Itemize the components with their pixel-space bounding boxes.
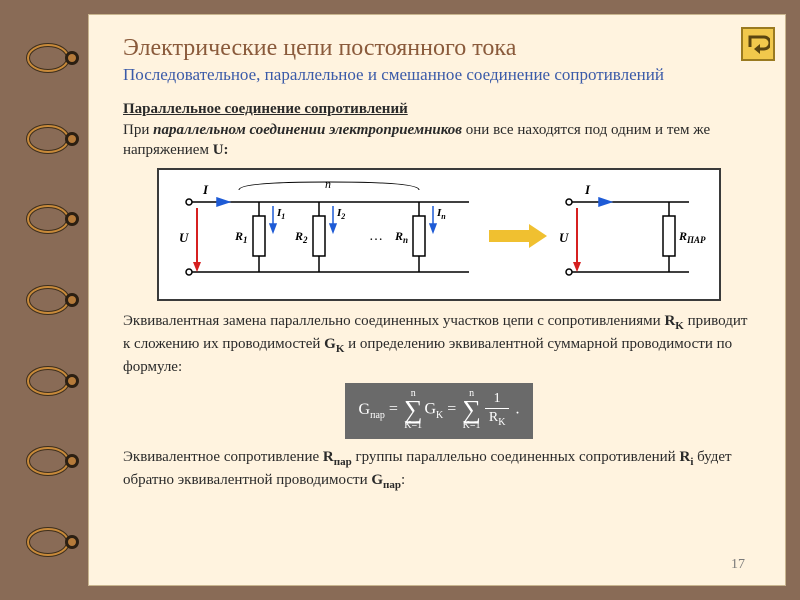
lbl-U: U <box>179 230 189 245</box>
slide-title: Электрические цепи постоянного тока <box>123 35 755 62</box>
return-icon <box>746 33 770 55</box>
svg-text:Rn: Rn <box>394 229 408 245</box>
binder-ring <box>28 359 84 403</box>
lbl-I2: I <box>584 182 591 197</box>
svg-text:I2: I2 <box>336 207 345 221</box>
section-heading: Параллельное соединение сопротивлений <box>123 99 755 119</box>
svg-text:I1: I1 <box>276 207 285 221</box>
svg-text:R1: R1 <box>234 229 248 245</box>
return-button[interactable] <box>741 27 775 61</box>
spiral-binding <box>28 0 88 600</box>
binder-ring <box>28 197 84 241</box>
binder-ring <box>28 117 84 161</box>
lbl-U2: U <box>559 230 569 245</box>
svg-text:…: … <box>369 229 383 244</box>
paragraph-2: Эквивалентная замена параллельно соедине… <box>123 311 755 377</box>
circuit-diagram: I n U R1 I1 R2 I2 Rn In … <box>157 168 721 301</box>
svg-text:In: In <box>436 207 446 221</box>
slide-subtitle: Последовательное, параллельное и смешанн… <box>123 64 755 85</box>
page-number: 17 <box>731 557 745 573</box>
lbl-n: n <box>325 177 331 191</box>
lbl-I: I <box>202 182 209 197</box>
binder-ring <box>28 36 84 80</box>
paragraph-1: При параллельном соединении электроприем… <box>123 120 755 161</box>
binder-ring <box>28 278 84 322</box>
binder-ring <box>28 520 84 564</box>
paragraph-3: Эквивалентное сопротивление Rпар группы … <box>123 447 755 493</box>
svg-text:RПАР: RПАР <box>678 229 706 245</box>
binder-ring <box>28 439 84 483</box>
formula-conductance: Gпар = n∑K=1GK = n∑K=11RK . <box>345 383 534 439</box>
svg-text:R2: R2 <box>294 229 308 245</box>
slide-page: Электрические цепи постоянного тока Посл… <box>88 14 786 586</box>
